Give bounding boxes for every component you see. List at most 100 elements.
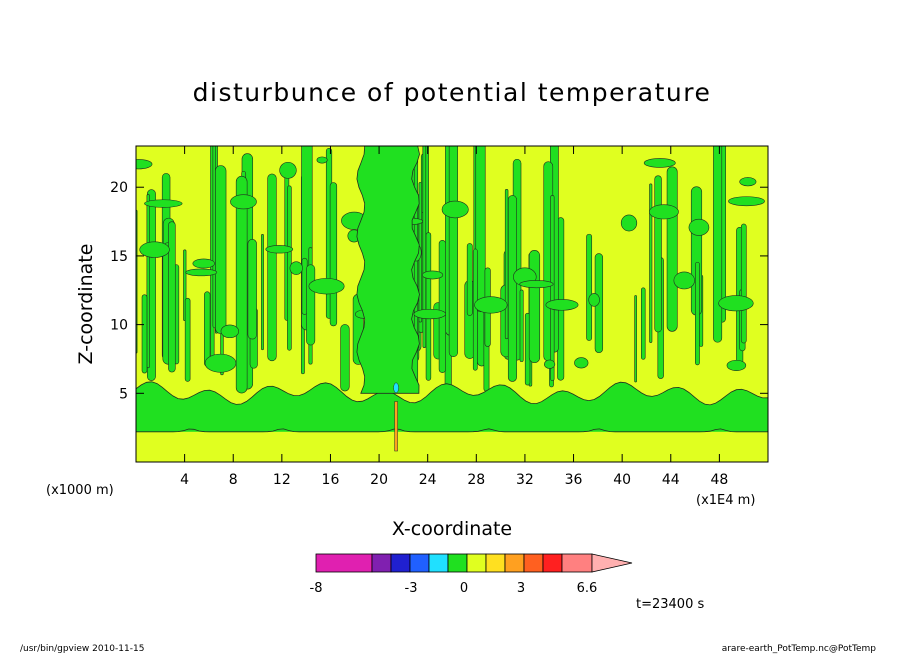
upper-streak (649, 183, 653, 343)
upper-blob (474, 296, 508, 314)
upper-streak (654, 175, 662, 333)
colorbar-segment (428, 553, 449, 573)
colorbar-tick-label: 0 (460, 581, 468, 596)
colorbar-segment (485, 553, 506, 573)
x-tick-label: 4 (180, 472, 189, 488)
colorbar-segment (315, 553, 373, 573)
upper-blob (220, 324, 239, 339)
upper-blob (308, 278, 345, 295)
upper-streak (267, 173, 277, 362)
upper-blob (204, 353, 237, 373)
upper-blob (620, 214, 638, 232)
x-tick-label: 16 (322, 472, 340, 488)
central-plume (393, 382, 399, 452)
footer-right: arare-earth_PotTemp.nc@PotTemp (722, 644, 877, 654)
upper-blob (519, 280, 554, 289)
upper-streak (695, 261, 700, 366)
upper-blob (316, 156, 328, 164)
upper-streak (261, 233, 264, 351)
footer-left: /usr/bin/gpview 2010-11-15 (20, 644, 144, 654)
colorbar-segment (542, 553, 563, 573)
colorbar-segment (371, 553, 392, 573)
upper-blob (739, 177, 757, 187)
upper-streak (340, 324, 350, 392)
upper-streak (666, 166, 678, 332)
upper-streak (204, 291, 211, 367)
colorbar-segment (409, 553, 430, 573)
colorbar-tick-label: -8 (310, 581, 323, 596)
central-green-column (356, 146, 420, 394)
colorbar-segment (523, 553, 544, 573)
upper-streak (713, 146, 723, 343)
x-tick-label: 48 (710, 472, 728, 488)
upper-blob (289, 261, 303, 275)
colorbar (315, 553, 633, 573)
upper-blob (673, 271, 695, 290)
upper-blob (144, 199, 183, 208)
upper-streak (141, 294, 148, 374)
upper-streak (168, 221, 176, 373)
x-axis-label: X-coordinate (392, 518, 512, 540)
upper-blob (544, 359, 556, 369)
upper-blob (643, 158, 676, 168)
upper-streak (740, 223, 747, 344)
upper-streak (519, 289, 524, 362)
colorbar-tick-label: -3 (405, 581, 418, 596)
upper-streak (472, 248, 478, 371)
upper-blob (545, 299, 579, 311)
upper-streak (184, 297, 191, 382)
upper-streak (507, 195, 517, 382)
upper-streak (146, 194, 150, 369)
upper-streak (475, 146, 486, 312)
upper-blob (718, 295, 754, 312)
colorbar-segment (466, 553, 487, 573)
upper-streak (448, 146, 458, 358)
upper-blob (192, 258, 215, 269)
colorbar-segment (390, 553, 411, 573)
x-tick-label: 32 (516, 472, 534, 488)
upper-streak (438, 240, 446, 373)
x-unit-right: (x1E4 m) (696, 493, 755, 508)
colorbar-tick-labels: -8 -3 0 3 6.6 (310, 581, 598, 596)
y-tick-label: 5 (119, 386, 128, 402)
upper-blob (648, 204, 679, 220)
chart-title: disturbunce of potential temperature (193, 78, 712, 107)
upper-streak (306, 264, 316, 346)
upper-blob (279, 161, 297, 179)
upper-blob (688, 218, 710, 236)
colorbar-tick-label: 3 (517, 581, 525, 596)
colorbar-segment (504, 553, 525, 573)
upper-blob (185, 268, 218, 277)
upper-blob (574, 357, 589, 369)
x-ticks: 4 8 12 16 20 24 28 32 36 40 44 48 (180, 146, 728, 488)
colorbar-extend-arrow (591, 553, 633, 573)
x-tick-label: 36 (565, 472, 583, 488)
y-tick-label: 10 (110, 318, 128, 334)
x-unit-left: (x1000 m) (46, 483, 114, 498)
x-tick-label: 40 (613, 472, 631, 488)
upper-blob (413, 308, 447, 320)
upper-streak (634, 295, 637, 383)
surface-yellow-band (136, 431, 768, 462)
y-tick-label: 15 (110, 249, 128, 265)
x-tick-label: 20 (370, 472, 388, 488)
upper-blob (421, 270, 444, 280)
y-axis-label: Z-coordinate (75, 244, 97, 365)
plot-frame (135, 145, 769, 463)
upper-blob (136, 159, 153, 170)
plot-area (136, 146, 768, 462)
surface-contour (136, 428, 768, 433)
time-label: t=23400 s (636, 597, 704, 612)
upper-streak (466, 243, 473, 316)
plume-cold-tip (393, 382, 399, 394)
x-tick-label: 28 (467, 472, 485, 488)
colorbar-tick-label: 6.6 (577, 581, 598, 596)
upper-streak (329, 182, 338, 327)
upper-streak (235, 175, 248, 394)
x-tick-label: 44 (662, 472, 680, 488)
upper-blob (230, 194, 257, 210)
upper-blob (139, 241, 170, 258)
upper-streak (215, 165, 227, 334)
upper-blob (588, 293, 600, 307)
